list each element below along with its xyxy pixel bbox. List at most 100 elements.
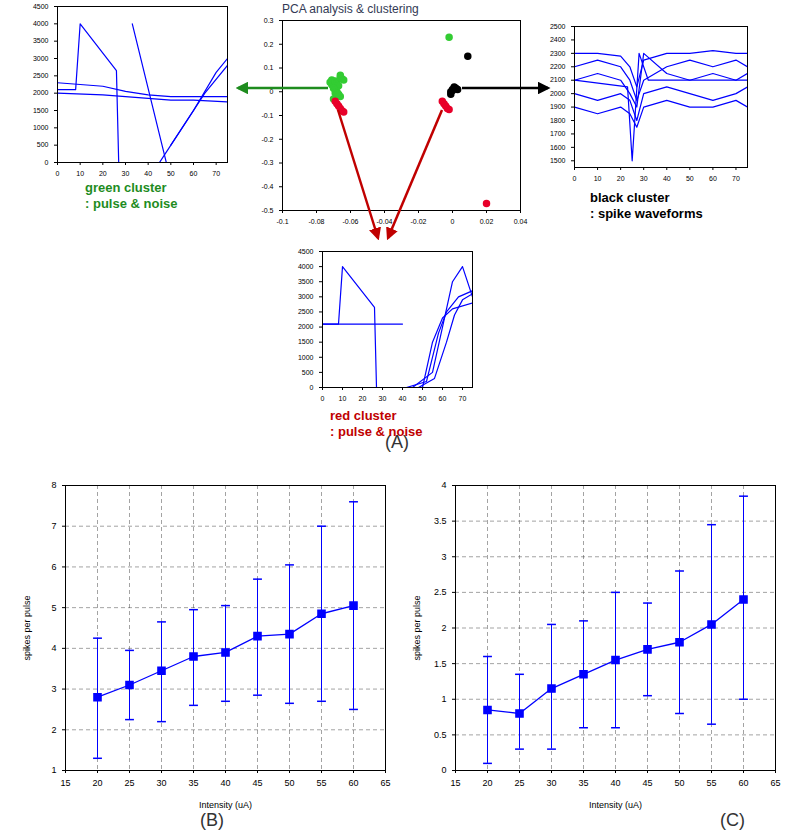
- svg-text:45: 45: [642, 778, 652, 788]
- svg-text:10: 10: [339, 395, 347, 402]
- svg-text:3: 3: [51, 684, 56, 694]
- svg-text:3: 3: [441, 552, 446, 562]
- svg-text:3500: 3500: [298, 278, 314, 285]
- svg-text:35: 35: [188, 778, 198, 788]
- svg-text:-0.06: -0.06: [343, 218, 359, 225]
- svg-text:0: 0: [310, 384, 314, 391]
- svg-text:40: 40: [220, 778, 230, 788]
- svg-text:30: 30: [379, 395, 387, 402]
- svg-text:1500: 1500: [298, 338, 314, 345]
- svg-text:-0.1: -0.1: [261, 112, 273, 119]
- svg-text:2100: 2100: [550, 76, 566, 83]
- svg-text:2500: 2500: [298, 308, 314, 315]
- svg-text:0.3: 0.3: [264, 17, 274, 24]
- svg-text:10: 10: [76, 170, 84, 177]
- svg-text:50: 50: [419, 395, 427, 402]
- svg-text:1: 1: [51, 765, 56, 775]
- svg-text:40: 40: [399, 395, 407, 402]
- svg-text:50: 50: [674, 778, 684, 788]
- svg-text:7: 7: [51, 521, 56, 531]
- svg-text:-0.1: -0.1: [276, 218, 288, 225]
- svg-text:4000: 4000: [298, 263, 314, 270]
- svg-text:1700: 1700: [550, 130, 566, 137]
- svg-text:1: 1: [441, 694, 446, 704]
- svg-text:0.2: 0.2: [264, 40, 274, 47]
- svg-text:35: 35: [578, 778, 588, 788]
- svg-text:8: 8: [51, 480, 56, 490]
- svg-text:15: 15: [450, 778, 460, 788]
- svg-text:1600: 1600: [550, 144, 566, 151]
- svg-text:-0.02: -0.02: [411, 218, 427, 225]
- svg-text:25: 25: [124, 778, 134, 788]
- svg-text:2200: 2200: [550, 63, 566, 70]
- svg-text:25: 25: [514, 778, 524, 788]
- svg-text:2500: 2500: [550, 23, 566, 30]
- svg-text:-0.5: -0.5: [261, 207, 273, 214]
- svg-text:-0.2: -0.2: [261, 135, 273, 142]
- svg-text:2400: 2400: [550, 36, 566, 43]
- svg-text:spikes per pulse: spikes per pulse: [22, 595, 32, 660]
- svg-text:60: 60: [190, 170, 198, 177]
- svg-text:3.5: 3.5: [434, 516, 447, 526]
- svg-text:1500: 1500: [550, 157, 566, 164]
- svg-text:4500: 4500: [33, 3, 49, 10]
- svg-text:6: 6: [51, 562, 56, 572]
- svg-text:30: 30: [640, 175, 648, 182]
- svg-text:30: 30: [156, 778, 166, 788]
- svg-text:3000: 3000: [33, 55, 49, 62]
- svg-text:2.5: 2.5: [434, 587, 447, 597]
- svg-text:65: 65: [770, 778, 780, 788]
- svg-text:60: 60: [439, 395, 447, 402]
- svg-text:3000: 3000: [298, 293, 314, 300]
- svg-text:1900: 1900: [550, 103, 566, 110]
- svg-text:0.02: 0.02: [480, 218, 494, 225]
- svg-text:2300: 2300: [550, 50, 566, 57]
- svg-text:4000: 4000: [33, 20, 49, 27]
- svg-text:2000: 2000: [550, 90, 566, 97]
- svg-text:15: 15: [60, 778, 70, 788]
- svg-text:2000: 2000: [33, 89, 49, 96]
- svg-text:20: 20: [482, 778, 492, 788]
- svg-text:4500: 4500: [298, 248, 314, 255]
- svg-text:50: 50: [167, 170, 175, 177]
- svg-text:0: 0: [45, 159, 49, 166]
- svg-text:500: 500: [302, 369, 314, 376]
- svg-text:1.5: 1.5: [434, 659, 447, 669]
- svg-text:30: 30: [546, 778, 556, 788]
- svg-text:Intensity (uA): Intensity (uA): [199, 800, 252, 810]
- svg-text:5: 5: [51, 603, 56, 613]
- svg-text:4: 4: [51, 643, 56, 653]
- svg-text:-0.04: -0.04: [377, 218, 393, 225]
- svg-text:1000: 1000: [298, 354, 314, 361]
- svg-text:20: 20: [359, 395, 367, 402]
- svg-text:70: 70: [732, 175, 740, 182]
- svg-text:0: 0: [441, 765, 446, 775]
- svg-text:0: 0: [573, 175, 577, 182]
- svg-text:55: 55: [316, 778, 326, 788]
- svg-text:20: 20: [99, 170, 107, 177]
- svg-text:2: 2: [441, 623, 446, 633]
- svg-text:0: 0: [270, 88, 274, 95]
- svg-text:4: 4: [441, 480, 446, 490]
- svg-text:spikes per pulse: spikes per pulse: [412, 595, 422, 660]
- svg-text:40: 40: [144, 170, 152, 177]
- svg-text:-0.08: -0.08: [309, 218, 325, 225]
- svg-text:20: 20: [92, 778, 102, 788]
- svg-text:50: 50: [284, 778, 294, 788]
- svg-text:0.1: 0.1: [264, 64, 274, 71]
- svg-text:1000: 1000: [33, 124, 49, 131]
- svg-text:2500: 2500: [33, 72, 49, 79]
- svg-text:3500: 3500: [33, 37, 49, 44]
- svg-text:Intensity (uA): Intensity (uA): [589, 800, 642, 810]
- svg-text:60: 60: [738, 778, 748, 788]
- svg-text:0: 0: [56, 170, 60, 177]
- svg-text:65: 65: [380, 778, 390, 788]
- svg-text:10: 10: [594, 175, 602, 182]
- svg-text:0.5: 0.5: [434, 730, 447, 740]
- svg-text:70: 70: [212, 170, 220, 177]
- svg-text:70: 70: [459, 395, 467, 402]
- svg-text:2: 2: [51, 725, 56, 735]
- svg-text:0: 0: [321, 395, 325, 402]
- svg-text:0.04: 0.04: [514, 218, 528, 225]
- svg-text:40: 40: [610, 778, 620, 788]
